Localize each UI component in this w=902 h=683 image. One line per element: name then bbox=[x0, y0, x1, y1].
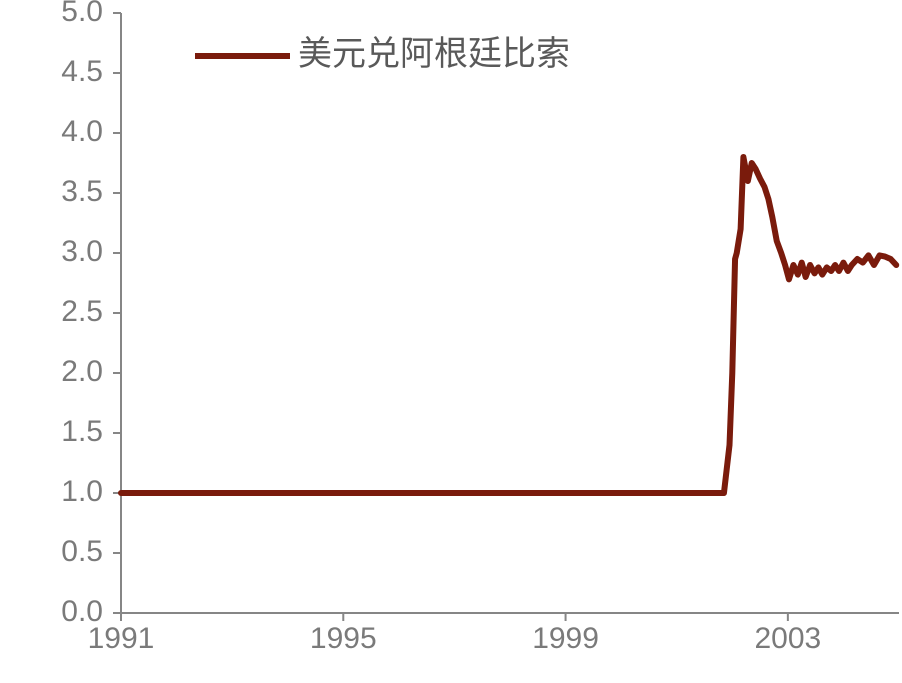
y-tick-label: 1.5 bbox=[61, 415, 103, 448]
y-tick-label: 3.5 bbox=[61, 175, 103, 208]
legend-label: 美元兑阿根廷比索 bbox=[298, 35, 570, 73]
x-tick-label: 2003 bbox=[754, 622, 821, 655]
exchange-rate-chart: 0.00.51.01.52.02.53.03.54.04.55.01991199… bbox=[0, 0, 902, 683]
y-tick-label: 2.5 bbox=[61, 295, 103, 328]
y-tick-label: 3.0 bbox=[61, 235, 103, 268]
series-line bbox=[121, 157, 896, 493]
y-tick-label: 0.5 bbox=[61, 535, 103, 568]
x-tick-label: 1991 bbox=[88, 622, 155, 655]
y-tick-label: 5.0 bbox=[61, 0, 103, 28]
y-tick-label: 4.0 bbox=[61, 115, 103, 148]
y-tick-label: 1.0 bbox=[61, 475, 103, 508]
chart-svg: 0.00.51.01.52.02.53.03.54.04.55.01991199… bbox=[0, 0, 902, 683]
x-tick-label: 1995 bbox=[310, 622, 377, 655]
y-tick-label: 4.5 bbox=[61, 55, 103, 88]
x-tick-label: 1999 bbox=[532, 622, 599, 655]
y-tick-label: 2.0 bbox=[61, 355, 103, 388]
